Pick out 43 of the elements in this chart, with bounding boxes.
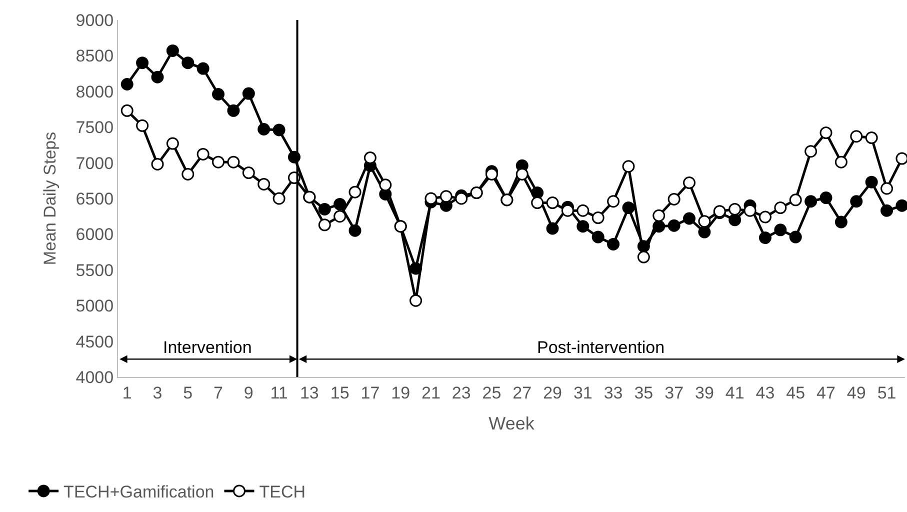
x-tick-label: 45: [786, 383, 806, 402]
x-tick-label: 9: [244, 383, 254, 402]
x-tick-label: 39: [694, 383, 714, 402]
x-tick-label: 25: [482, 383, 502, 402]
annotation: Intervention: [163, 338, 252, 357]
x-tick-label: 15: [330, 383, 350, 402]
x-tick-label: 35: [634, 383, 654, 402]
x-tick-label: 51: [877, 383, 896, 402]
x-tick-label: 43: [756, 383, 775, 402]
y-tick-label: 4500: [76, 332, 114, 352]
x-tick-label: 49: [846, 383, 866, 402]
x-tick-label: 29: [543, 383, 562, 402]
x-tick-label: 31: [573, 383, 592, 402]
annotation: Post-intervention: [537, 338, 665, 357]
x-tick-label: 19: [391, 383, 410, 402]
y-tick-label: 4000: [76, 368, 114, 387]
x-tick-label: 3: [152, 383, 162, 402]
x-tick-label: 7: [214, 383, 224, 402]
x-tick-label: 27: [512, 383, 532, 402]
y-tick-label: 6500: [76, 189, 114, 208]
legend-label: TECH+Gamification: [64, 482, 214, 502]
y-tick-label: 7500: [76, 118, 114, 138]
x-tick-label: 13: [300, 383, 319, 402]
x-tick-label: 21: [422, 383, 440, 402]
y-tick-label: 9000: [76, 10, 114, 30]
legend-label: TECH: [259, 482, 306, 502]
x-tick-label: 47: [816, 383, 836, 402]
x-tick-label: 37: [664, 383, 684, 402]
x-tick-label: 33: [604, 383, 623, 402]
x-tick-label: 11: [270, 383, 288, 402]
y-axis-title: Mean Daily Steps: [40, 132, 60, 266]
y-tick-label: 5000: [76, 296, 114, 316]
x-axis-title: Week: [488, 414, 536, 434]
x-tick-label: 5: [183, 383, 193, 402]
y-tick-label: 8500: [76, 46, 114, 66]
x-tick-label: 17: [360, 383, 380, 402]
y-tick-label: 8000: [76, 82, 114, 102]
x-tick-label: 1: [122, 383, 132, 402]
x-tick-label: 23: [452, 383, 471, 402]
x-tick-label: 41: [725, 383, 744, 402]
y-tick-label: 5500: [76, 260, 114, 280]
y-tick-label: 6000: [76, 225, 114, 244]
y-tick-label: 7000: [76, 154, 114, 173]
